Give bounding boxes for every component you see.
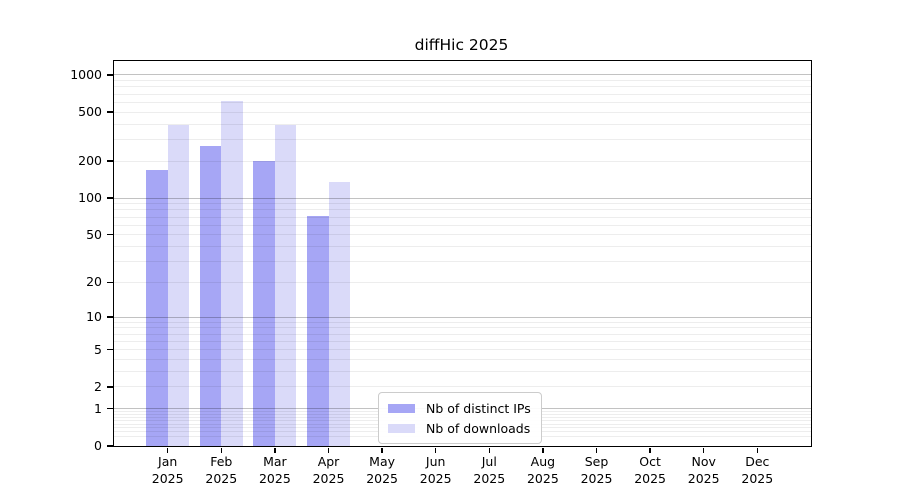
x-tick-label-jun-2025: Jun 2025 [419,454,452,486]
gridline-minor-900 [114,80,811,82]
gridline-minor-50 [114,234,811,236]
x-tick-jun-2025 [435,447,437,453]
distinct-ips-swatch-icon [388,403,415,413]
x-tick-aug-2025 [542,447,544,453]
gridline-major-100 [114,197,811,199]
gridline-minor-500 [114,111,811,113]
x-tick-apr-2025 [327,447,330,453]
gridline-minor-6 [114,340,811,342]
x-tick-dec-2025 [756,447,758,453]
gridline-minor-4 [114,359,811,361]
x-tick-sep-2025 [595,447,598,453]
gridline-minor-60 [114,224,811,226]
x-tick-mar-2025 [274,447,276,453]
bar-nb-of-distinct-ips-mar-2025 [253,161,275,446]
y-tick-50 [107,234,113,236]
bar-nb-of-downloads-jan-2025 [167,125,190,446]
y-tick-label-2: 2 [94,378,102,394]
y-tick-10 [107,316,113,318]
bar-nb-of-downloads-mar-2025 [274,124,297,446]
gridline-minor-7 [114,333,811,335]
y-tick-5 [107,349,113,351]
y-tick-100 [107,197,113,199]
gridline-major-1000 [114,74,811,76]
x-tick-label-dec-2025: Dec 2025 [741,454,774,486]
gridline-minor-70 [114,216,811,218]
x-tick-may-2025 [381,447,383,453]
x-tick-label-nov-2025: Nov 2025 [687,454,720,486]
x-tick-jul-2025 [488,447,490,453]
gridline-minor-600 [114,101,811,103]
gridline-minor-200 [114,160,811,162]
y-tick-500 [107,111,113,113]
gridline-minor-20 [114,281,811,283]
y-tick-1 [107,408,113,410]
gridline-minor-90 [114,203,811,205]
x-tick-label-sep-2025: Sep 2025 [580,454,613,486]
gridline-minor-3 [114,371,811,373]
gridline-minor-2 [114,386,811,388]
chart-title: diffHic 2025 [414,36,509,54]
gridline-minor-9 [114,321,811,323]
legend-label-downloads: Nb of downloads [426,420,531,436]
y-tick-label-10: 10 [86,309,102,325]
gridline-minor-700 [114,93,811,95]
y-tick-1000 [107,74,113,76]
downloads-swatch-icon [388,423,415,433]
gridline-minor-400 [114,123,811,125]
legend: Nb of distinct IPs Nb of downloads [378,392,542,444]
bar-nb-of-distinct-ips-jan-2025 [146,169,168,446]
bar-nb-of-distinct-ips-feb-2025 [199,146,222,446]
x-tick-label-feb-2025: Feb 2025 [205,454,238,486]
x-tick-label-aug-2025: Aug 2025 [526,454,559,486]
x-tick-jan-2025 [167,447,169,453]
x-tick-label-mar-2025: Mar 2025 [258,454,291,486]
y-tick-label-100: 100 [78,190,102,206]
y-tick-label-5: 5 [94,341,102,357]
gridline-minor-5 [114,349,811,351]
y-tick-label-500: 500 [78,104,102,120]
gridline-minor-8 [114,327,811,329]
x-tick-label-oct-2025: Oct 2025 [634,454,666,486]
x-tick-label-apr-2025: Apr 2025 [312,454,345,486]
x-tick-label-jul-2025: Jul 2025 [473,454,506,486]
grid-layer [114,61,811,446]
y-tick-label-200: 200 [78,153,102,169]
x-tick-nov-2025 [703,447,705,453]
gridline-major-10 [114,316,811,318]
y-tick-label-1: 1 [94,400,102,416]
x-tick-label-jan-2025: Jan 2025 [151,454,184,486]
gridline-minor-80 [114,209,811,211]
legend-label-distinct-ips: Nb of distinct IPs [426,400,531,416]
gridline-minor-30 [114,261,811,263]
gridline-minor-300 [114,138,811,140]
legend-row-downloads: Nb of downloads [388,419,531,437]
y-tick-label-1000: 1000 [70,66,102,82]
y-tick-0 [107,445,113,447]
gridline-minor-800 [114,86,811,88]
y-tick-label-20: 20 [86,274,102,290]
plot-area: Nb of distinct IPs Nb of downloads 0 1 2 5 1… [70,60,812,486]
x-tick-oct-2025 [649,447,651,453]
bar-nb-of-downloads-apr-2025 [328,182,350,446]
bar-nb-of-downloads-feb-2025 [221,101,243,446]
bars-layer [114,61,811,446]
gridline-minor-40 [114,246,811,247]
y-tick-20 [107,281,113,284]
x-tick-feb-2025 [220,447,222,453]
y-tick-2 [107,386,113,388]
y-tick-label-0: 0 [94,438,102,453]
bar-nb-of-distinct-ips-apr-2025 [307,215,329,446]
legend-row-distinct-ips: Nb of distinct IPs [388,399,531,417]
x-tick-label-may-2025: May 2025 [366,454,398,486]
y-tick-label-50: 50 [86,226,102,242]
y-tick-200 [107,160,113,162]
